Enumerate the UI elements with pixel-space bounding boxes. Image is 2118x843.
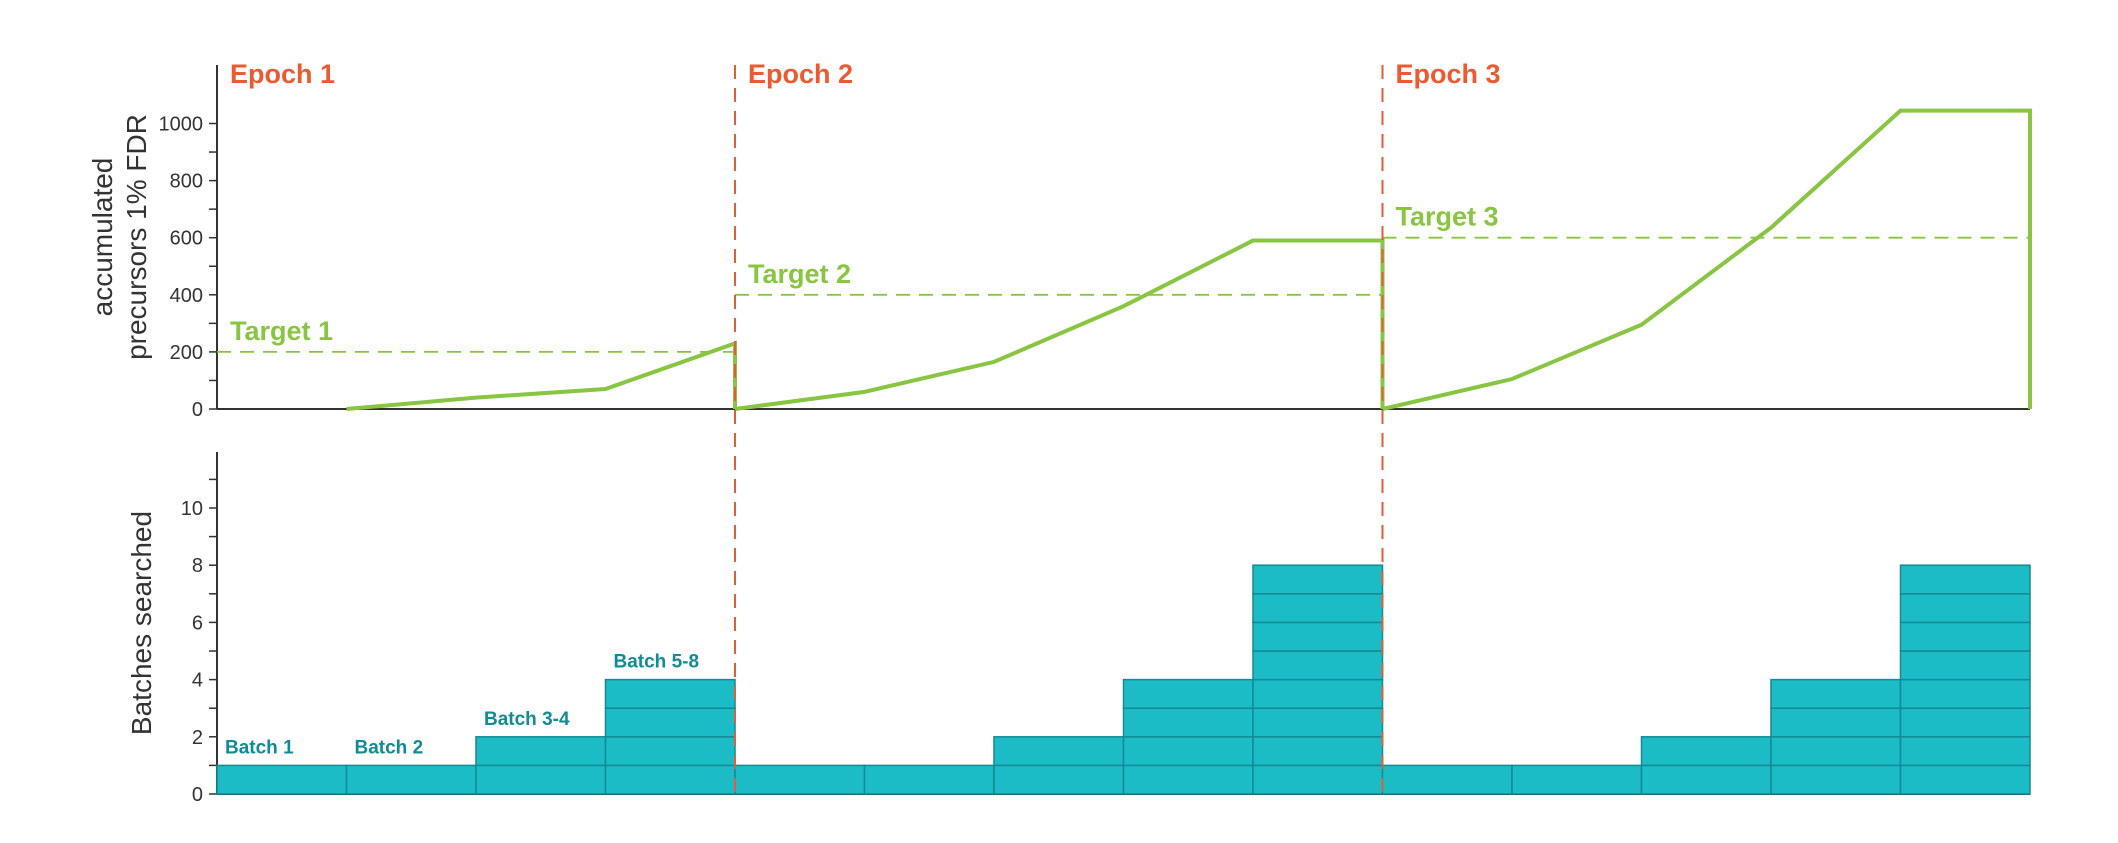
bar-segment xyxy=(1122,736,1254,767)
bar-segment xyxy=(1770,707,1902,738)
bar-label: Batch 3-4 xyxy=(484,709,570,730)
bar-segment xyxy=(1252,564,1384,595)
bar-segment xyxy=(1770,678,1902,709)
bar-segment xyxy=(604,707,736,738)
y-tick-label-bottom: 6 xyxy=(192,612,203,634)
bar-segment xyxy=(1899,764,2031,795)
y-axis-title-top: accumulated precursors 1% FDR xyxy=(87,114,152,360)
bar-segment xyxy=(1252,736,1384,767)
bar-segment xyxy=(475,764,607,795)
bar-segment xyxy=(604,678,736,709)
y-tick-label-bottom: 4 xyxy=(192,670,203,692)
y-tick-label-top: 1000 xyxy=(159,114,204,136)
bar-segment xyxy=(1640,736,1772,767)
target-label: Target 1 xyxy=(230,316,333,346)
y-tick-label-top: 0 xyxy=(192,399,203,421)
y-tick-label-top: 200 xyxy=(170,342,203,364)
bar-segment xyxy=(1122,707,1254,738)
bar-segment xyxy=(1252,707,1384,738)
y-tick-label-bottom: 0 xyxy=(192,784,203,806)
bar-segment xyxy=(1252,764,1384,795)
epoch-label: Epoch 3 xyxy=(1396,59,1501,89)
series-line xyxy=(1382,108,2032,411)
bar-segment xyxy=(863,764,995,795)
bar-segment xyxy=(1252,621,1384,652)
bar-segment xyxy=(475,736,607,767)
y-tick-label-bottom: 2 xyxy=(192,727,203,749)
bar-segment xyxy=(1899,707,2031,738)
bar-segment xyxy=(1381,764,1513,795)
y-tick-label-top: 800 xyxy=(170,171,203,193)
bar-segment xyxy=(1770,764,1902,795)
bar-segment xyxy=(1511,764,1643,795)
bar-segment xyxy=(1122,764,1254,795)
bar-segment xyxy=(1640,764,1772,795)
bar-segment xyxy=(1899,650,2031,681)
bar-segment xyxy=(1252,650,1384,681)
bar-segment xyxy=(1899,621,2031,652)
bar-segment xyxy=(1252,678,1384,709)
bar-segment xyxy=(1899,564,2031,595)
target-label: Target 2 xyxy=(748,259,851,289)
bar-segment xyxy=(1899,736,2031,767)
series-line xyxy=(734,238,1385,411)
y-tick-label-top: 400 xyxy=(170,285,203,307)
bar-segment xyxy=(1770,736,1902,767)
epoch-label: Epoch 1 xyxy=(230,59,335,89)
bar-segment xyxy=(345,764,477,795)
bar-label: Batch 1 xyxy=(225,737,294,758)
series-line xyxy=(346,340,737,411)
bar-segment xyxy=(604,736,736,767)
bar-segment xyxy=(993,736,1125,767)
bar-label: Batch 2 xyxy=(355,737,424,758)
bar-label: Batch 5-8 xyxy=(614,652,700,673)
bar-segment xyxy=(216,764,348,795)
bar-segment xyxy=(1252,593,1384,624)
target-label: Target 3 xyxy=(1396,202,1499,232)
bar-segment xyxy=(604,764,736,795)
bar-segment xyxy=(734,764,866,795)
epoch-label: Epoch 2 xyxy=(748,59,853,89)
bar-segment xyxy=(1899,593,2031,624)
bar-segment xyxy=(1899,678,2031,709)
bar-segment xyxy=(1122,678,1254,709)
y-axis-title-bottom: Batches searched xyxy=(126,511,157,735)
bar-segment xyxy=(993,764,1125,795)
y-tick-label-top: 600 xyxy=(170,228,203,250)
y-tick-label-bottom: 10 xyxy=(181,498,203,520)
y-tick-label-bottom: 8 xyxy=(192,555,203,577)
